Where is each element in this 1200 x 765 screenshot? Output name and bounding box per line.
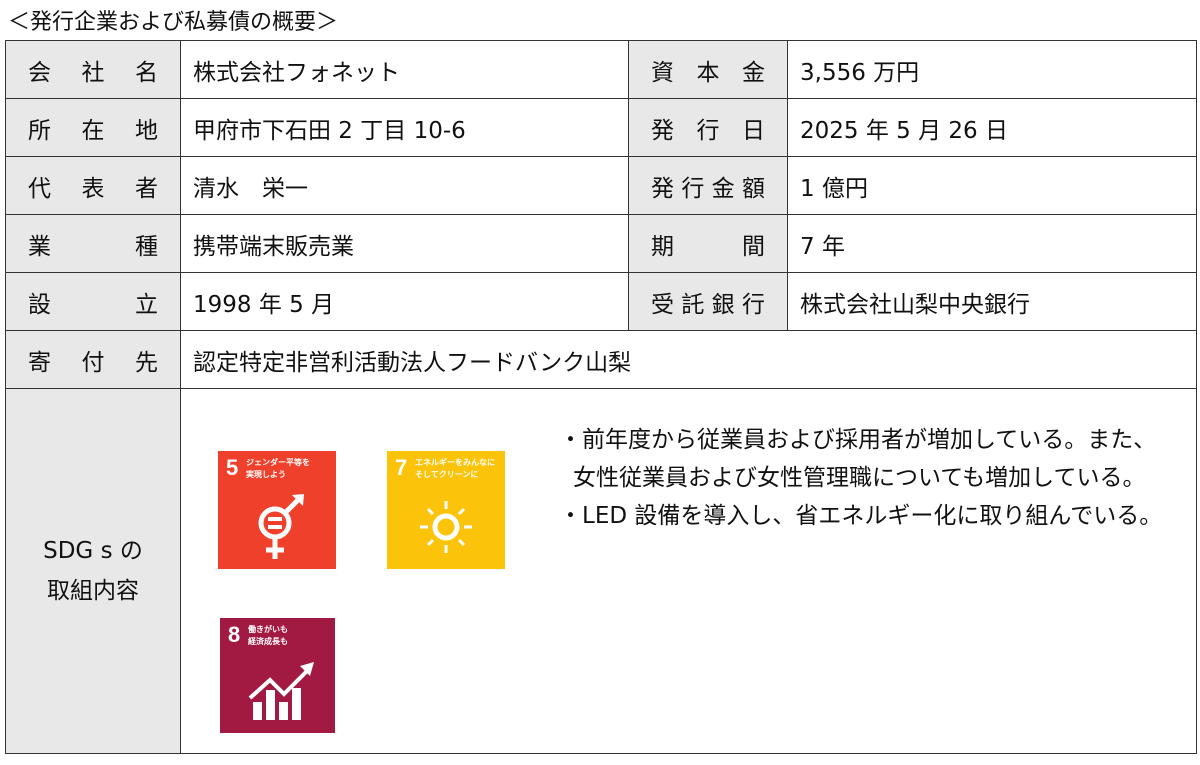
field-label: 業種 <box>28 233 158 260</box>
field-value: 清水 栄一 <box>180 156 629 215</box>
sdgs-row: SDG s の 取組内容 5 ジェンダー平等を 実現しよう 7 エネルギーをみんな… <box>5 388 1197 754</box>
table-row: 設立 1998 年 5 月 受託銀行 株式会社山梨中央銀行 <box>5 272 1197 331</box>
overview-table: 会社名 株式会社フォネット 資本金 3,556 万円 所在地 甲府市下石田 2 丁… <box>5 40 1197 754</box>
gender-equality-icon <box>258 494 304 559</box>
donation-label: 寄付先 <box>28 349 158 376</box>
field-label: 設立 <box>28 291 158 318</box>
sdgs-bullets: ・前年度から従業員および採用者が増加している。また、女性従業員および女性管理職に… <box>559 421 1179 535</box>
sdg-5-gender-equality-icon: 5 ジェンダー平等を 実現しよう <box>218 451 336 569</box>
field-label: 所在地 <box>28 117 158 144</box>
sdgs-content: 5 ジェンダー平等を 実現しよう 7 エネルギーをみんなに そしてクリーンに 8 働… <box>180 388 1197 754</box>
field-label: 発行日 <box>651 117 765 144</box>
field-value: 2025 年 5 月 26 日 <box>787 98 1197 157</box>
clean-energy-icon <box>420 501 472 553</box>
sdgs-label-1: SDG s の <box>43 538 143 564</box>
table-row: 会社名 株式会社フォネット 資本金 3,556 万円 <box>5 40 1197 99</box>
field-label: 資本金 <box>651 59 765 86</box>
field-value: 株式会社山梨中央銀行 <box>787 272 1197 331</box>
table-row: 業種 携帯端末販売業 期間 7 年 <box>5 214 1197 273</box>
bullet-item: ・LED 設備を導入し、省エネルギー化に取り組んでいる。 <box>559 503 1163 529</box>
bullet-item: ・前年度から従業員および採用者が増加している。また、女性従業員および女性管理職に… <box>559 427 1157 491</box>
page-title: ＜発行企業および私募債の概要＞ <box>8 10 339 35</box>
donation-value: 認定特定非営利活動法人フードバンク山梨 <box>180 330 1197 389</box>
table-row: 所在地 甲府市下石田 2 丁目 10-6 発行日 2025 年 5 月 26 日 <box>5 98 1197 157</box>
economic-growth-icon <box>248 662 314 720</box>
field-value: 株式会社フォネット <box>180 40 629 99</box>
field-label: 代表者 <box>28 175 158 202</box>
sdgs-label-2: 取組内容 <box>47 578 139 604</box>
field-label: 発行金額 <box>651 175 765 202</box>
field-value: 7 年 <box>787 214 1197 273</box>
field-label: 受託銀行 <box>651 291 765 318</box>
sdg-8-economic-growth-icon: 8 働きがいも 経済成長も <box>220 618 335 733</box>
table-row: 代表者 清水 栄一 発行金額 1 億円 <box>5 156 1197 215</box>
donation-row: 寄付先 認定特定非営利活動法人フードバンク山梨 <box>5 330 1197 389</box>
field-value: 1998 年 5 月 <box>180 272 629 331</box>
field-value: 3,556 万円 <box>787 40 1197 99</box>
field-value: 携帯端末販売業 <box>180 214 629 273</box>
field-value: 甲府市下石田 2 丁目 10-6 <box>180 98 629 157</box>
field-value: 1 億円 <box>787 156 1197 215</box>
sdg-7-clean-energy-icon: 7 エネルギーをみんなに そしてクリーンに <box>387 451 505 569</box>
field-label: 会社名 <box>28 59 158 86</box>
field-label: 期間 <box>651 233 765 260</box>
